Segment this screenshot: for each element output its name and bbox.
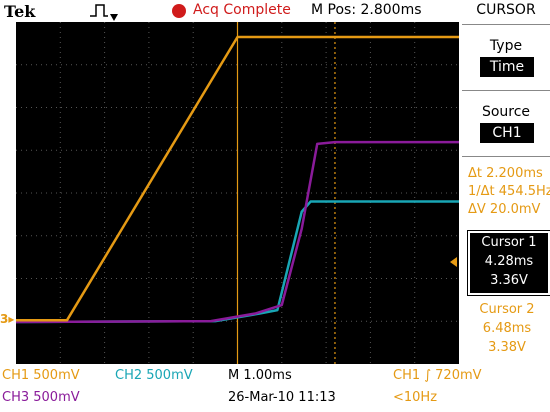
waveform-plot [15,22,459,364]
cursor1-button[interactable]: Cursor 1 4.28ms 3.36V [467,230,550,296]
bottom-status-bar: CH1 500mV CH2 500mV M 1.00ms CH1 ∫ 720mV… [0,364,482,412]
cursor2-label: Cursor 2 [479,302,535,317]
waveform-ch1 [16,35,459,322]
trigger-level-marker [450,257,457,267]
brand-logo: Tek [4,2,36,21]
waveform-display[interactable] [15,22,459,364]
cursor2-time: 6.48ms [482,321,532,336]
pulse-trigger-icon [90,4,118,21]
menu-divider [462,156,550,157]
trigger-frequency-readout: <10Hz [393,390,438,405]
ch3-scale: CH3 500mV [2,390,80,405]
cursor2-voltage: 3.38V [488,340,526,355]
menu-divider [462,90,550,91]
ch1-ground-marker: 3▸ [0,312,15,326]
cursor2-button[interactable]: Cursor 2 6.48ms 3.38V [468,300,546,357]
acq-status-label: Acq Complete [193,2,291,18]
menu-divider [462,24,550,25]
trigger-readout: CH1 ∫ 720mV [393,368,482,383]
timebase-readout: M 1.00ms [228,368,292,383]
type-label: Type [489,38,523,54]
source-select[interactable]: CH1 [480,123,534,143]
type-select[interactable]: Time [480,57,534,77]
delta-time-readout: Δt 2.200ms [468,166,543,181]
ch1-scale: CH1 500mV [2,368,80,383]
top-status-bar: Tek Acq Complete M Pos: 2.800ms [0,0,460,22]
cursor-menu-title: CURSOR [476,2,536,18]
source-label: Source [481,104,531,120]
horizontal-position-readout: M Pos: 2.800ms [311,2,422,18]
acq-status-dot [172,4,186,18]
waveform-ch3 [15,140,459,324]
trigger-position-marker [68,22,79,29]
date-time-readout: 26-Mar-10 11:13 [228,390,336,405]
cursor1-voltage: 3.36V [490,273,528,288]
frequency-readout: 1/Δt 454.5Hz [468,184,550,199]
cursor-menu-panel: CURSOR Type Time Source CH1 Δt 2.200ms 1… [462,0,550,412]
cursor1-label: Cursor 1 [481,235,537,250]
delta-voltage-readout: ΔV 20.0mV [468,202,541,217]
ch2-scale: CH2 500mV [115,368,193,383]
cursor1-time: 4.28ms [484,254,534,269]
